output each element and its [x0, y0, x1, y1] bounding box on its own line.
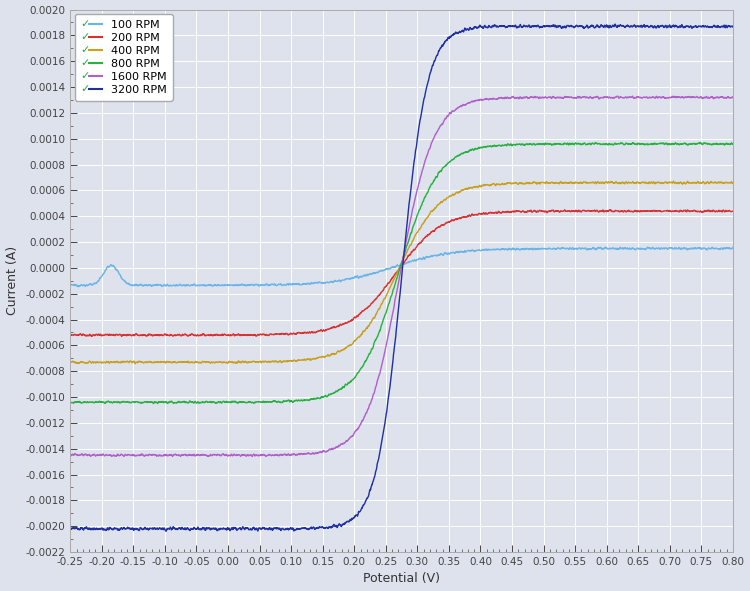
- 3200 RPM: [181, 525, 190, 532]
- 3200 RPM: [66, 525, 75, 532]
- 200 RPM: [644, 207, 653, 215]
- 200 RPM: [728, 207, 737, 215]
- 100 RPM: [728, 244, 737, 251]
- Y-axis label: Current (A): Current (A): [5, 246, 19, 316]
- 200 RPM: [181, 331, 190, 338]
- 400 RPM: [130, 360, 140, 367]
- 1600 RPM: [644, 94, 653, 101]
- Line: 3200 RPM: 3200 RPM: [70, 24, 733, 531]
- 3200 RPM: [320, 525, 329, 532]
- 400 RPM: [142, 358, 151, 365]
- 800 RPM: [148, 400, 158, 407]
- 800 RPM: [728, 141, 737, 148]
- 1600 RPM: [181, 451, 190, 458]
- 1600 RPM: [141, 452, 150, 459]
- 800 RPM: [66, 398, 75, 405]
- 3200 RPM: [728, 23, 737, 30]
- 200 RPM: [349, 316, 358, 323]
- 400 RPM: [320, 354, 329, 361]
- Line: 100 RPM: 100 RPM: [70, 247, 733, 287]
- 400 RPM: [66, 358, 75, 365]
- Legend: 100 RPM, 200 RPM, 400 RPM, 800 RPM, 1600 RPM, 3200 RPM: 100 RPM, 200 RPM, 400 RPM, 800 RPM, 1600…: [75, 14, 172, 100]
- 800 RPM: [644, 141, 653, 148]
- Line: 1600 RPM: 1600 RPM: [70, 96, 733, 456]
- 800 RPM: [696, 139, 705, 146]
- 400 RPM: [716, 178, 724, 186]
- 200 RPM: [142, 332, 151, 339]
- 800 RPM: [349, 376, 358, 383]
- 3200 RPM: [141, 525, 150, 532]
- X-axis label: Potential (V): Potential (V): [363, 573, 440, 586]
- 200 RPM: [87, 333, 96, 340]
- 100 RPM: [142, 281, 151, 288]
- 100 RPM: [320, 279, 329, 286]
- 100 RPM: [716, 245, 724, 252]
- 200 RPM: [320, 327, 329, 335]
- Line: 400 RPM: 400 RPM: [70, 181, 733, 363]
- 200 RPM: [716, 207, 724, 215]
- 3200 RPM: [349, 515, 358, 522]
- 800 RPM: [181, 399, 190, 406]
- 400 RPM: [644, 179, 653, 186]
- 100 RPM: [349, 274, 358, 281]
- 400 RPM: [349, 339, 358, 346]
- 1600 RPM: [349, 431, 358, 439]
- 100 RPM: [644, 245, 653, 252]
- 100 RPM: [601, 243, 610, 251]
- 1600 RPM: [66, 451, 75, 458]
- 100 RPM: [181, 282, 190, 290]
- 400 RPM: [181, 359, 190, 366]
- 1600 RPM: [613, 93, 622, 100]
- Line: 800 RPM: 800 RPM: [70, 142, 733, 404]
- 800 RPM: [716, 140, 724, 147]
- 3200 RPM: [644, 24, 653, 31]
- 3200 RPM: [162, 528, 171, 535]
- Line: 200 RPM: 200 RPM: [70, 210, 733, 336]
- 800 RPM: [141, 398, 150, 405]
- 1600 RPM: [320, 448, 329, 455]
- 1600 RPM: [716, 93, 724, 100]
- 400 RPM: [669, 178, 678, 185]
- 800 RPM: [320, 393, 329, 400]
- 100 RPM: [73, 283, 82, 290]
- 1600 RPM: [728, 94, 737, 101]
- 200 RPM: [66, 332, 75, 339]
- 200 RPM: [605, 206, 614, 213]
- 400 RPM: [728, 180, 737, 187]
- 3200 RPM: [716, 24, 724, 31]
- 1600 RPM: [248, 453, 256, 460]
- 3200 RPM: [610, 21, 620, 28]
- 100 RPM: [66, 282, 75, 289]
